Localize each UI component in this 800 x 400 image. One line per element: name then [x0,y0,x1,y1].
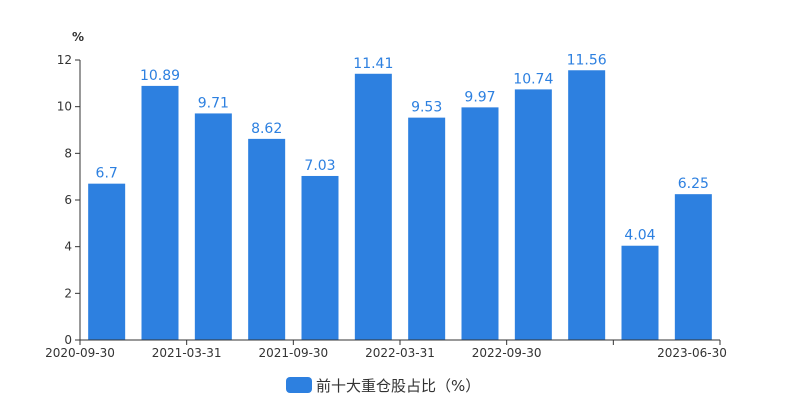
bar-value-label: 11.56 [567,52,607,68]
y-tick-label: 12 [57,53,72,67]
x-tick-label: 2022-09-30 [472,346,542,360]
legend[interactable]: 前十大重仓股占比（%） [286,377,480,395]
bar[interactable] [674,194,712,340]
x-axis: 2020-09-30 2021-03-31 2021-09-30 2022-03-31… [45,339,727,360]
y-axis: 0 2 4 6 8 10 12 [57,53,81,347]
bar[interactable] [354,73,392,341]
bar[interactable] [408,117,446,340]
bar-value-label: 8.62 [251,121,282,137]
legend-swatch [286,377,312,393]
bar-value-label: 10.74 [513,71,553,87]
bar-value-label: 6.25 [678,176,709,192]
bar-value-label: 10.89 [140,68,180,84]
y-tick-label: 8 [64,146,72,160]
bar[interactable] [194,113,232,340]
y-tick-label: 0 [64,333,72,347]
bar-value-label: 6.7 [96,166,118,182]
bars-group: 6.7 10.89 9.71 8.62 7.03 11.41 9.53 9.97 10.74 11… [88,52,712,341]
bar[interactable] [248,138,286,340]
x-tick-label: 2021-03-31 [152,346,222,360]
legend-label: 前十大重仓股占比（%） [316,377,480,395]
y-tick-label: 6 [64,193,72,207]
y-tick-label: 2 [64,286,72,300]
bar[interactable] [621,245,659,340]
bar[interactable] [461,107,499,340]
x-tick-label: 2023-06-30 [657,346,727,360]
bar-value-label: 7.03 [304,158,335,174]
y-tick-label: 10 [57,100,72,114]
x-tick-label: 2022-03-31 [365,346,435,360]
bar-value-label: 9.97 [464,89,495,105]
x-tick-label: 2021-09-30 [258,346,328,360]
bar-value-label: 4.04 [624,228,655,244]
x-tick-label: 2020-09-30 [45,346,115,360]
bar[interactable] [141,85,179,341]
bar[interactable] [88,183,126,340]
y-axis-unit-label: % [72,30,84,44]
y-tick-label: 4 [64,240,72,254]
bar[interactable] [568,70,606,341]
bar[interactable] [301,175,339,340]
bar-value-label: 11.41 [353,56,393,72]
bar[interactable] [514,89,552,341]
bar-value-label: 9.53 [411,100,442,116]
bar-value-label: 9.71 [198,95,229,111]
